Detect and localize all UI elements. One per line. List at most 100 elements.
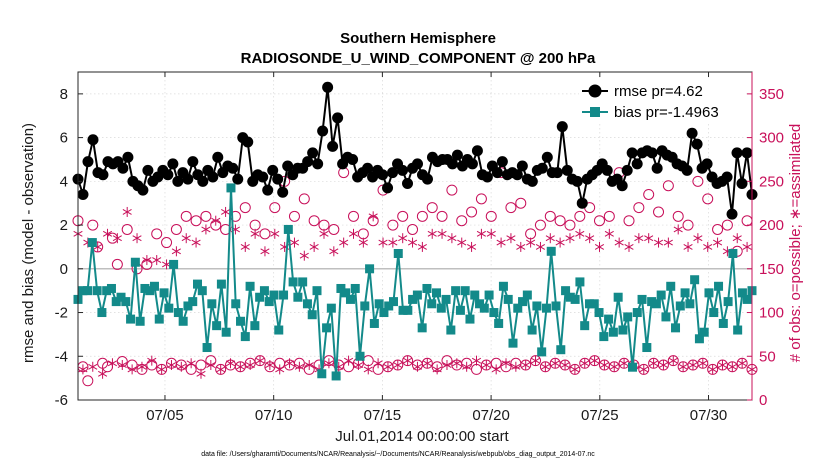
- rmse-point: [741, 147, 753, 159]
- asterisk-stroke: [594, 244, 605, 250]
- assimilated-obs-point: [191, 237, 201, 248]
- possible-obs-point: [544, 210, 556, 222]
- y-right-tick-label: 250: [759, 173, 784, 190]
- possible-obs-point: [348, 210, 360, 222]
- rmse-point: [446, 158, 458, 170]
- asterisk-stroke: [570, 366, 580, 373]
- asterisk-stroke: [211, 217, 221, 224]
- assimilated-obs-point: [289, 237, 300, 248]
- assimilated-obs-point: [698, 358, 708, 369]
- asterisk-stroke: [442, 362, 452, 368]
- assimilated-obs-point: [535, 241, 546, 252]
- possible-obs-point: [653, 206, 665, 218]
- rmse-point: [162, 169, 174, 181]
- y-right-tick-label: 300: [759, 130, 784, 147]
- bias-point: [704, 288, 714, 298]
- assimilated-obs-point: [137, 361, 147, 372]
- rmse-point: [307, 147, 319, 159]
- asterisk-stroke: [678, 363, 688, 370]
- asterisk-stroke: [157, 366, 167, 373]
- assimilated-obs-point: [437, 228, 447, 239]
- bias-point: [589, 299, 599, 309]
- asterisk-stroke: [206, 362, 216, 368]
- rmse-point: [87, 134, 99, 146]
- bias-point: [470, 290, 480, 300]
- assimilated-obs-point: [471, 355, 482, 366]
- assimilated-obs-point: [693, 233, 703, 244]
- possible-obs-point: [87, 219, 99, 231]
- asterisk-stroke: [304, 362, 314, 368]
- bias-point: [623, 312, 633, 322]
- assimilated-obs-point: [466, 241, 477, 252]
- asterisk-stroke: [639, 366, 649, 373]
- possible-obs-point: [702, 193, 714, 205]
- bias-point: [694, 334, 704, 344]
- rmse-point: [551, 167, 563, 179]
- bias-point: [312, 286, 322, 296]
- rmse-point: [731, 147, 743, 159]
- bias-point: [102, 286, 112, 296]
- bias-point: [685, 299, 695, 309]
- bias-point: [541, 303, 551, 313]
- asterisk-stroke: [668, 357, 678, 364]
- asterisk-stroke: [88, 363, 98, 370]
- asterisk-stroke: [191, 239, 201, 246]
- rmse-point: [347, 153, 359, 165]
- y-tick-label: -6: [55, 392, 68, 409]
- bias-point: [135, 316, 145, 326]
- assimilated-obs-point: [476, 228, 486, 239]
- bias-point: [584, 299, 594, 309]
- bias-point: [336, 283, 346, 293]
- asterisk-stroke: [275, 366, 285, 373]
- bias-point: [436, 303, 446, 313]
- bias-point: [149, 281, 159, 291]
- bias-point: [475, 299, 485, 309]
- assimilated-obs-point: [585, 233, 595, 244]
- bias-point: [666, 281, 676, 291]
- assimilated-obs-point: [304, 360, 314, 371]
- bias-point: [412, 290, 422, 300]
- bias-point: [556, 345, 566, 355]
- assimilated-obs-point: [147, 355, 157, 366]
- asterisk-stroke: [447, 235, 457, 242]
- asterisk-stroke: [614, 239, 624, 246]
- rmse-point: [561, 164, 573, 176]
- rmse-point: [207, 171, 219, 183]
- y-tick-label: 4: [60, 173, 68, 190]
- bias-point: [341, 288, 351, 298]
- rmse-point: [227, 162, 239, 174]
- asterisk-stroke: [644, 235, 654, 242]
- rmse-point: [382, 182, 394, 194]
- rmse-point: [257, 171, 269, 183]
- assimilated-obs-point: [245, 360, 255, 371]
- bias-point: [126, 314, 136, 324]
- assimilated-obs-point: [560, 360, 570, 371]
- bias-point: [374, 299, 384, 309]
- assimilated-obs-point: [599, 360, 609, 371]
- bias-point: [293, 292, 303, 302]
- rmse-point: [576, 197, 588, 209]
- assimilated-obs-point: [452, 358, 462, 369]
- possible-obs-point: [692, 175, 704, 187]
- possible-obs-point: [721, 219, 733, 231]
- rmse-point: [332, 112, 344, 124]
- line-series: [72, 81, 758, 381]
- possible-obs-point: [151, 228, 163, 240]
- bias-point: [709, 308, 719, 318]
- assimilated-obs-point: [555, 237, 565, 248]
- asterisk-stroke: [521, 362, 531, 368]
- bias-point: [78, 286, 88, 296]
- assimilated-obs-point: [678, 361, 688, 372]
- assimilated-obs-point: [526, 237, 536, 248]
- assimilated-obs-point: [589, 355, 600, 366]
- rmse-point: [322, 81, 334, 93]
- assimilated-obs-point: [462, 361, 472, 372]
- x-tick-label: 07/20: [472, 407, 510, 424]
- assimilated-obs-point: [427, 228, 437, 239]
- asterisk-stroke: [240, 244, 250, 250]
- assimilated-obs-point: [683, 241, 693, 252]
- rmse-point: [362, 162, 374, 174]
- bias-point: [537, 347, 547, 357]
- asterisk-stroke: [599, 362, 609, 368]
- assimilated-obs-point: [727, 361, 737, 372]
